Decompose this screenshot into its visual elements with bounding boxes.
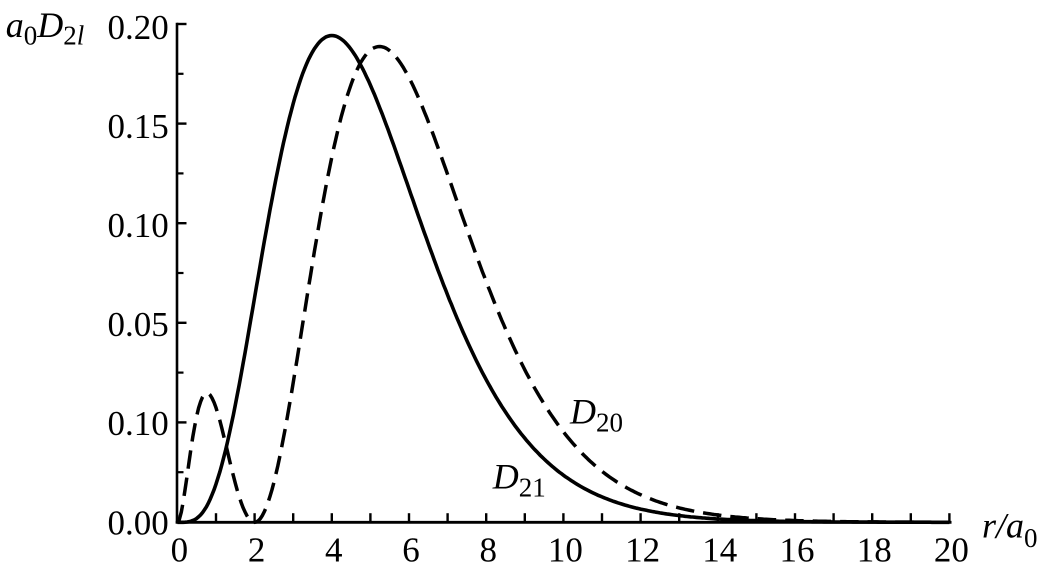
svg-text:0.05: 0.05: [107, 305, 168, 344]
svg-text:14: 14: [702, 531, 737, 570]
svg-text:0.10: 0.10: [107, 404, 168, 443]
svg-text:8: 8: [479, 531, 497, 570]
svg-text:12: 12: [625, 531, 660, 570]
svg-text:6: 6: [402, 531, 420, 570]
svg-text:16: 16: [780, 531, 815, 570]
svg-text:0.10: 0.10: [107, 206, 168, 245]
svg-text:2: 2: [248, 531, 266, 570]
svg-text:18: 18: [857, 531, 892, 570]
svg-text:0.15: 0.15: [107, 107, 168, 146]
svg-text:0: 0: [171, 531, 189, 570]
svg-text:20: 20: [934, 531, 969, 570]
svg-text:0.00: 0.00: [107, 504, 168, 543]
svg-text:10: 10: [548, 531, 583, 570]
svg-text:4: 4: [325, 531, 343, 570]
svg-text:0.20: 0.20: [107, 8, 168, 47]
